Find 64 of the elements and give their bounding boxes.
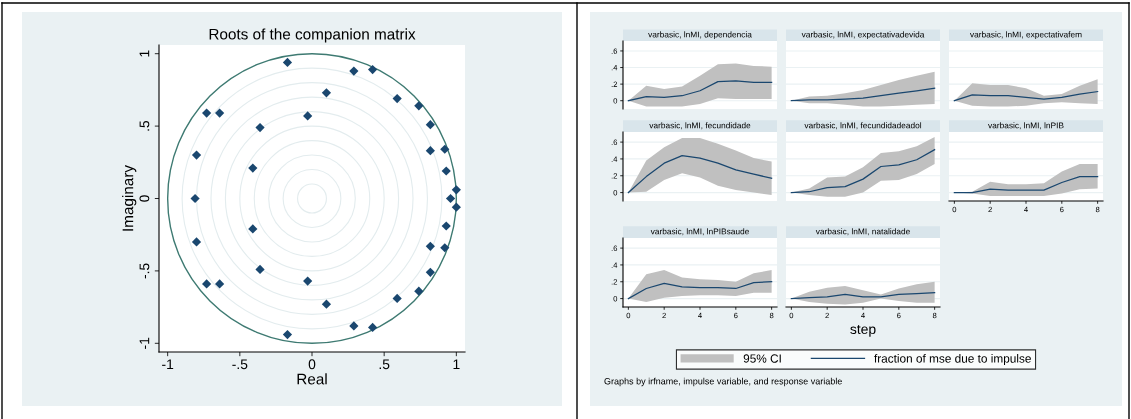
- point: [441, 166, 451, 176]
- point: [248, 224, 258, 234]
- x-axis-title: Real: [297, 373, 327, 385]
- legend-label: fraction of mse due to impulse: [874, 354, 1031, 366]
- point: [392, 93, 402, 104]
- point: [215, 108, 225, 118]
- point: [425, 241, 435, 251]
- point: [425, 146, 435, 156]
- y-tick-label: 0: [139, 195, 150, 202]
- x-tick-label: 1: [453, 359, 460, 370]
- y-tick-label: -1: [139, 337, 150, 349]
- text: 95% CI: [743, 354, 781, 363]
- point: [191, 150, 202, 160]
- point: [440, 243, 450, 253]
- point: [440, 144, 450, 154]
- x-tick-label: -1: [162, 359, 174, 370]
- point: [441, 221, 451, 231]
- point: [445, 193, 456, 204]
- point: [425, 267, 435, 277]
- chart-title: varbasic, lnMI, natalidade: [815, 228, 910, 236]
- point: [202, 279, 212, 289]
- point: [368, 65, 378, 75]
- line-series: [627, 80, 773, 102]
- point: [414, 101, 424, 111]
- point: [451, 202, 461, 212]
- point: [392, 293, 402, 304]
- x-axis-title: step: [850, 324, 876, 337]
- point: [303, 111, 313, 121]
- point: [368, 322, 378, 332]
- point: [451, 185, 461, 195]
- point: [248, 163, 258, 173]
- point: [282, 330, 293, 340]
- chart-title: varbasic, lnMI, lnPIB: [988, 122, 1064, 130]
- y-axis-title: Imaginary: [122, 164, 137, 231]
- x-tick-label: .5: [379, 359, 390, 370]
- point: [414, 286, 424, 296]
- point: [190, 193, 200, 204]
- point: [303, 276, 313, 286]
- chart-title: Roots of the companion matrix: [209, 28, 416, 43]
- point: [321, 88, 332, 98]
- y-tick-label: 1: [139, 50, 150, 57]
- point: [282, 57, 293, 67]
- chart-title: varbasic, lnMI, fecundidade: [649, 122, 751, 130]
- point: [202, 108, 212, 118]
- point: [321, 299, 332, 309]
- y-tick-label: .5: [139, 120, 150, 131]
- text: Graphs by irfname, impulse variable, and response variable: [604, 377, 842, 387]
- point: [191, 237, 202, 247]
- chart-title: varbasic, lnMI, expectativadevida: [801, 31, 925, 40]
- point: [349, 66, 359, 76]
- chart-title: varbasic, lnMI, fecundidadeadol: [804, 122, 922, 130]
- y-tick-label: -.5: [139, 263, 150, 279]
- line-series: [627, 154, 773, 194]
- line-series: [627, 281, 773, 300]
- chart-title: varbasic, lnMI, expectativafem: [969, 31, 1082, 40]
- x-tick-label: -.5: [232, 359, 248, 370]
- point: [215, 279, 225, 289]
- point: [349, 321, 359, 331]
- x-tick-label: 0: [308, 359, 316, 370]
- point: [255, 122, 265, 133]
- chart-title: varbasic, lnMI, dependencia: [648, 31, 752, 40]
- chart-title: varbasic, lnMI, lnPIBsaude: [650, 228, 749, 236]
- point: [255, 264, 265, 275]
- point: [425, 120, 435, 130]
